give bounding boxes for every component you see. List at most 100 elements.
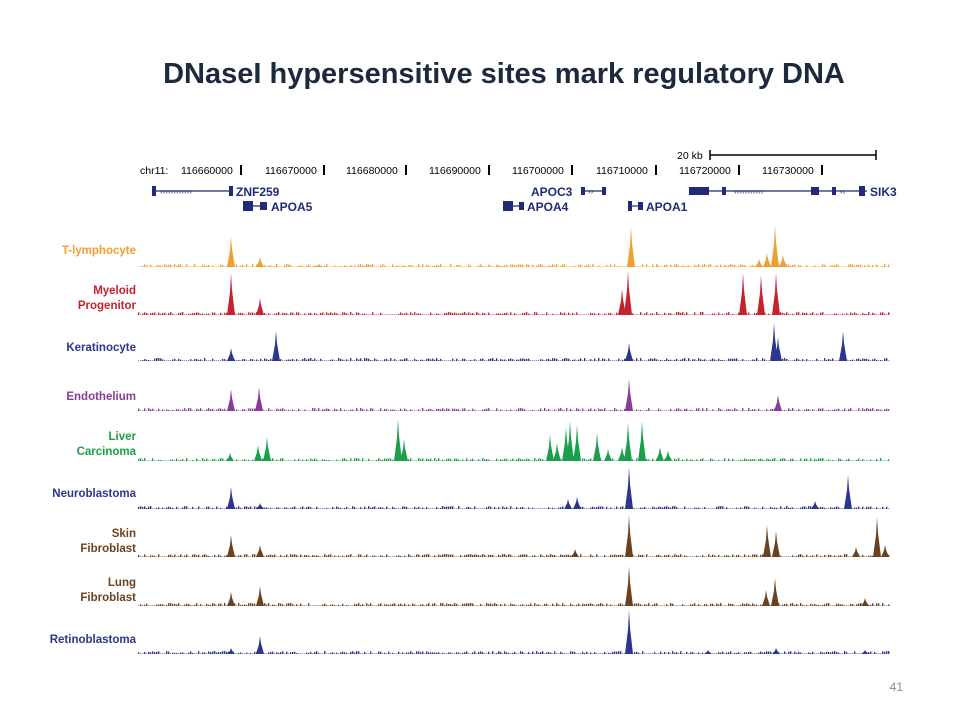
signal-bar	[356, 604, 358, 606]
signal-bar	[746, 266, 748, 267]
signal-bar	[176, 604, 178, 606]
signal-bar	[624, 653, 626, 654]
track-label: T-lymphocyte	[20, 244, 136, 259]
signal-bar	[216, 266, 218, 267]
signal-bar	[838, 360, 840, 361]
signal-bar	[200, 556, 202, 557]
signal-bar	[878, 603, 880, 606]
signal-bar	[610, 554, 612, 557]
signal-bar	[282, 556, 284, 557]
signal-bar	[170, 264, 172, 267]
coord-tick-label: 116720000	[679, 165, 731, 177]
signal-bar	[464, 460, 466, 461]
signal-bar	[566, 408, 568, 411]
signal-bar	[204, 459, 206, 461]
signal-bar	[844, 266, 846, 267]
signal-bar	[608, 358, 610, 361]
signal-bar	[852, 604, 854, 606]
signal-bar	[300, 460, 302, 461]
signal-bar	[876, 507, 878, 509]
signal-bar	[712, 554, 714, 557]
signal-bar	[158, 265, 160, 267]
signal-bar	[804, 556, 806, 557]
signal-bar	[352, 409, 354, 411]
signal-bar	[590, 603, 592, 606]
signal-bar	[656, 410, 658, 411]
signal-bar	[664, 605, 666, 606]
signal-bar	[176, 314, 178, 315]
signal-bar	[340, 605, 342, 606]
signal-bar	[818, 653, 820, 654]
signal-bar	[478, 313, 480, 315]
signal-bar	[740, 604, 742, 606]
signal-bar	[780, 506, 782, 509]
signal-bar	[560, 651, 562, 654]
signal-bar	[674, 264, 676, 267]
signal-bar	[398, 313, 400, 315]
signal-bar	[856, 264, 858, 267]
signal-bar	[554, 651, 556, 654]
signal-bar	[744, 360, 746, 361]
signal-bar	[220, 603, 222, 606]
signal-bar	[348, 508, 350, 509]
signal-bar	[498, 605, 500, 606]
signal-bar	[156, 507, 158, 509]
signal-bar	[406, 409, 408, 411]
signal-bar	[688, 605, 690, 606]
signal-bar	[362, 508, 364, 509]
signal-bar	[302, 314, 304, 315]
signal-bar	[836, 506, 838, 509]
signal-bar	[568, 554, 570, 557]
signal-bar	[352, 266, 354, 267]
signal-bar	[498, 313, 500, 315]
signal-bar	[214, 554, 216, 557]
coord-tick-label: 116700000	[512, 165, 564, 177]
signal-bar	[448, 554, 450, 557]
signal-bar	[660, 605, 662, 606]
signal-bar	[530, 410, 532, 411]
signal-bar	[386, 604, 388, 606]
signal-bar	[140, 314, 142, 315]
signal-bar	[210, 314, 212, 315]
signal-bar	[582, 458, 584, 461]
signal-bar	[140, 653, 142, 654]
signal-bar	[768, 651, 770, 654]
signal-bar	[334, 460, 336, 461]
signal-bar	[550, 508, 552, 509]
signal-bar	[678, 555, 680, 557]
signal-bar	[336, 313, 338, 315]
signal-bar	[736, 409, 738, 411]
signal-bar	[532, 409, 534, 411]
signal-bar	[642, 314, 644, 315]
signal-bar	[428, 508, 430, 509]
signal-bar	[294, 506, 296, 509]
signal-bar	[548, 265, 550, 267]
signal-bar	[818, 556, 820, 557]
signal-bar	[714, 460, 716, 461]
signal-bar	[800, 507, 802, 509]
signal-bar	[832, 651, 834, 654]
signal-bar	[738, 410, 740, 411]
signal-bar	[138, 312, 140, 315]
signal-bar	[248, 653, 250, 654]
signal-bar	[174, 603, 176, 606]
signal-bar	[368, 358, 370, 361]
signal-bar	[654, 314, 656, 315]
signal-bar	[318, 555, 320, 557]
signal-bar	[642, 410, 644, 411]
dnase-peak	[254, 445, 262, 461]
signal-bar	[284, 555, 286, 557]
signal-bar	[446, 360, 448, 361]
signal-bar	[796, 410, 798, 411]
signal-bar	[466, 603, 468, 606]
signal-bar	[718, 358, 720, 361]
signal-bar	[672, 460, 674, 461]
signal-bar	[482, 409, 484, 411]
signal-bar	[460, 410, 462, 411]
signal-bar	[708, 314, 710, 315]
signal-bar	[852, 653, 854, 654]
signal-bar	[738, 508, 740, 509]
signal-bar	[742, 556, 744, 557]
signal-bar	[238, 506, 240, 509]
signal-bar	[142, 556, 144, 557]
